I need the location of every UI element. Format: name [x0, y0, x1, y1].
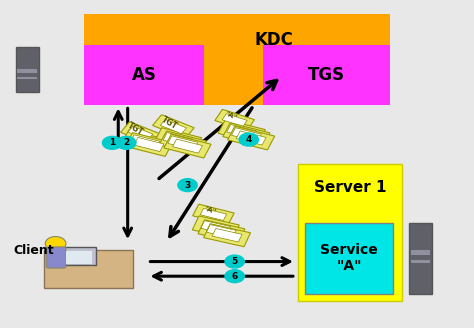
FancyBboxPatch shape	[46, 247, 66, 268]
Polygon shape	[200, 208, 227, 220]
Text: 1: 1	[109, 138, 115, 147]
Polygon shape	[120, 122, 160, 145]
Polygon shape	[201, 221, 231, 234]
Polygon shape	[227, 124, 256, 138]
Circle shape	[224, 269, 245, 283]
Polygon shape	[222, 114, 247, 127]
Bar	[411, 260, 430, 263]
Text: 6: 6	[231, 272, 238, 281]
Text: 4: 4	[246, 135, 252, 144]
Circle shape	[45, 236, 66, 251]
Text: Client: Client	[13, 244, 54, 257]
Polygon shape	[134, 137, 164, 152]
Polygon shape	[198, 220, 245, 243]
Polygon shape	[168, 136, 198, 150]
Text: "A": "A"	[203, 206, 217, 215]
Text: Server 1: Server 1	[314, 180, 386, 195]
Polygon shape	[223, 123, 270, 147]
Polygon shape	[125, 133, 173, 156]
Polygon shape	[163, 133, 193, 147]
Polygon shape	[192, 204, 234, 225]
Bar	[84, 45, 204, 106]
Polygon shape	[231, 128, 261, 142]
Polygon shape	[218, 120, 265, 143]
Bar	[18, 77, 37, 79]
Bar	[305, 222, 392, 294]
Polygon shape	[212, 229, 242, 242]
FancyBboxPatch shape	[44, 250, 133, 288]
Circle shape	[102, 136, 122, 150]
Polygon shape	[130, 135, 160, 149]
Circle shape	[224, 255, 245, 269]
Bar	[263, 45, 390, 106]
Polygon shape	[192, 216, 239, 239]
Bar	[66, 251, 92, 263]
Polygon shape	[128, 126, 153, 140]
Bar	[84, 14, 390, 106]
Polygon shape	[215, 109, 255, 131]
Polygon shape	[236, 131, 266, 145]
Bar	[18, 69, 37, 73]
Polygon shape	[159, 131, 206, 155]
Text: TGT: TGT	[126, 121, 145, 137]
Bar	[409, 222, 432, 294]
Text: TGS: TGS	[308, 66, 345, 84]
Bar	[298, 164, 402, 300]
Polygon shape	[173, 139, 202, 153]
Polygon shape	[155, 128, 201, 152]
Polygon shape	[207, 225, 237, 238]
Polygon shape	[121, 130, 169, 154]
Polygon shape	[164, 134, 211, 158]
Polygon shape	[153, 115, 194, 138]
Bar	[16, 47, 39, 92]
Bar	[411, 250, 430, 255]
Circle shape	[116, 136, 137, 150]
Polygon shape	[228, 126, 275, 150]
Polygon shape	[204, 224, 251, 247]
Text: AS: AS	[131, 66, 156, 84]
Text: 5: 5	[231, 257, 238, 266]
Text: 2: 2	[123, 138, 129, 147]
Bar	[63, 247, 96, 265]
Text: KDC: KDC	[255, 31, 293, 49]
Text: Service
"A": Service "A"	[320, 243, 378, 274]
Text: TGT: TGT	[160, 114, 179, 131]
Text: 3: 3	[184, 181, 191, 190]
Text: "A": "A"	[224, 111, 238, 122]
Circle shape	[177, 178, 198, 192]
Circle shape	[238, 133, 259, 147]
Polygon shape	[160, 119, 186, 134]
